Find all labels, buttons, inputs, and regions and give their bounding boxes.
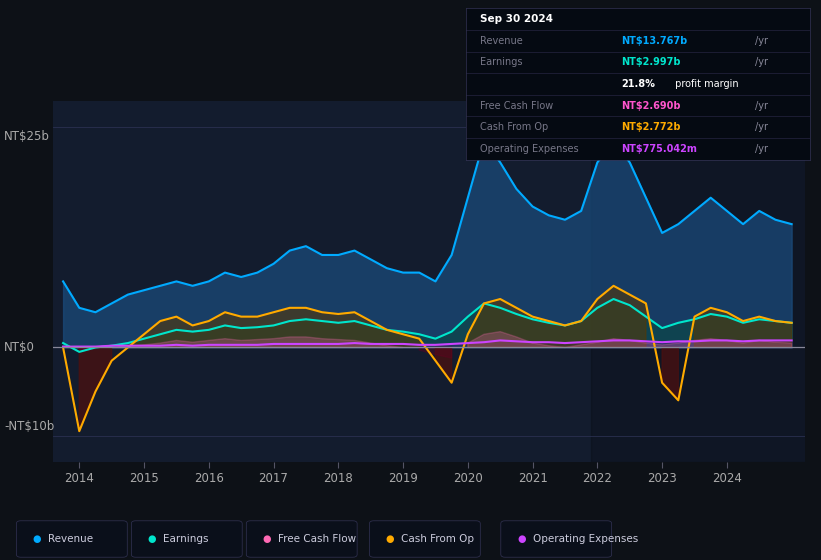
Text: ●: ● bbox=[148, 534, 156, 544]
Text: Cash From Op: Cash From Op bbox=[401, 534, 475, 544]
Text: NT$25b: NT$25b bbox=[4, 130, 50, 143]
Text: NT$2.997b: NT$2.997b bbox=[621, 58, 681, 67]
Text: 21.8%: 21.8% bbox=[621, 79, 654, 89]
Text: Earnings: Earnings bbox=[480, 58, 522, 67]
Text: /yr: /yr bbox=[754, 101, 768, 111]
Text: Cash From Op: Cash From Op bbox=[480, 122, 548, 132]
Text: profit margin: profit margin bbox=[672, 79, 739, 89]
Text: ●: ● bbox=[263, 534, 271, 544]
Text: Free Cash Flow: Free Cash Flow bbox=[278, 534, 356, 544]
Text: Earnings: Earnings bbox=[163, 534, 209, 544]
Text: NT$13.767b: NT$13.767b bbox=[621, 36, 687, 46]
Text: /yr: /yr bbox=[754, 58, 768, 67]
Text: Operating Expenses: Operating Expenses bbox=[533, 534, 638, 544]
Text: /yr: /yr bbox=[754, 122, 768, 132]
Text: NT$2.772b: NT$2.772b bbox=[621, 122, 681, 132]
Text: -NT$10b: -NT$10b bbox=[4, 420, 54, 433]
Text: Revenue: Revenue bbox=[480, 36, 523, 46]
Text: /yr: /yr bbox=[754, 36, 768, 46]
Text: NT$2.690b: NT$2.690b bbox=[621, 101, 681, 111]
Text: ●: ● bbox=[386, 534, 394, 544]
Text: NT$775.042m: NT$775.042m bbox=[621, 144, 697, 154]
Text: ●: ● bbox=[33, 534, 41, 544]
Text: Free Cash Flow: Free Cash Flow bbox=[480, 101, 553, 111]
Text: ●: ● bbox=[517, 534, 525, 544]
Text: Sep 30 2024: Sep 30 2024 bbox=[480, 14, 553, 24]
Text: Operating Expenses: Operating Expenses bbox=[480, 144, 579, 154]
Text: NT$0: NT$0 bbox=[4, 341, 35, 354]
Text: Revenue: Revenue bbox=[48, 534, 94, 544]
Bar bbox=[591, 101, 821, 462]
Text: /yr: /yr bbox=[754, 144, 768, 154]
